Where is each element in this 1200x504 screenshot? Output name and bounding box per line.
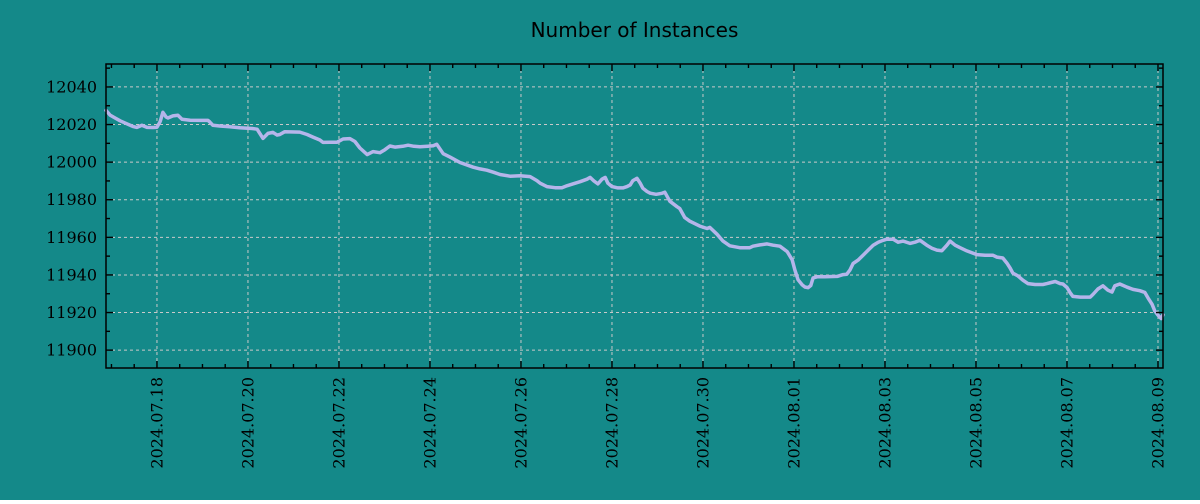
x-tick-label: 2024.07.30 xyxy=(693,377,712,469)
x-tick-label: 2024.07.24 xyxy=(420,377,439,469)
x-tick-label: 2024.07.20 xyxy=(238,377,257,469)
x-tick-label: 2024.08.07 xyxy=(1057,377,1076,469)
x-tick-label: 2024.08.05 xyxy=(966,377,985,469)
x-tick-label: 2024.08.03 xyxy=(875,377,894,469)
gridlines xyxy=(106,64,1163,368)
y-tick-label: 11960 xyxy=(46,228,97,247)
y-tick-label: 11940 xyxy=(46,265,97,284)
axes xyxy=(105,63,1164,369)
y-tick-label: 12040 xyxy=(46,77,97,96)
x-tick-label: 2024.08.01 xyxy=(784,377,803,469)
y-tick-label: 11980 xyxy=(46,190,97,209)
x-tick-label: 2024.07.18 xyxy=(147,377,166,469)
x-tick-label: 2024.08.09 xyxy=(1148,377,1167,469)
y-tick-label: 11900 xyxy=(46,341,97,360)
x-tick-label: 2024.07.22 xyxy=(329,377,348,469)
y-tick-label: 11920 xyxy=(46,303,97,322)
series-layer xyxy=(104,108,1165,321)
chart-title: Number of Instances xyxy=(531,18,739,42)
plot-border xyxy=(105,63,1164,369)
tick-labels: 11900 11920 11940 11960 11980 12000 12020 12040… xyxy=(46,77,1167,468)
y-tick-label: 12000 xyxy=(46,153,97,172)
series-line-instances xyxy=(104,108,1165,321)
x-tick-label: 2024.07.26 xyxy=(511,377,530,469)
y-tick-label: 12020 xyxy=(46,115,97,134)
x-tick-label: 2024.07.28 xyxy=(602,377,621,469)
